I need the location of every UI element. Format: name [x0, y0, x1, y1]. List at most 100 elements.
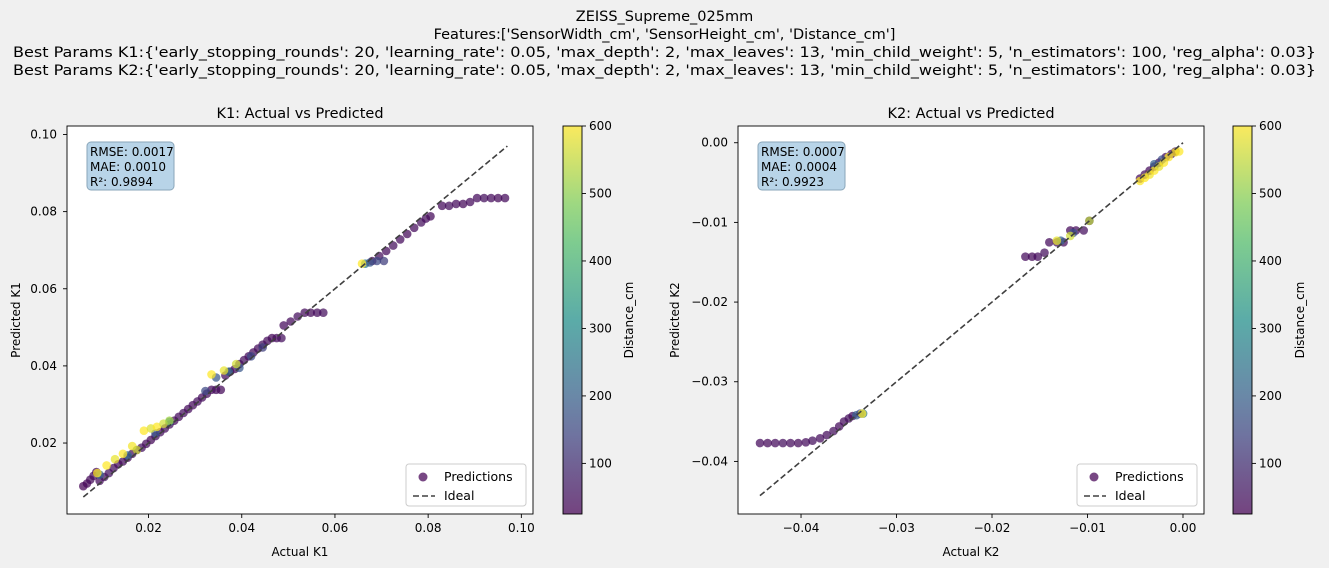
prediction-point	[451, 199, 461, 209]
prediction-point	[1052, 236, 1062, 245]
k1-panel: K1: Actual vs Predicted 0.02 0.04 0.06 0.08 0…	[9, 106, 636, 559]
prediction-point	[231, 359, 241, 369]
ideal-line	[759, 142, 1184, 497]
prediction-point	[365, 258, 375, 267]
suptitle-line-2: Features:['SensorWidth_cm', 'SensorHeigh…	[434, 27, 896, 43]
x-axis-label: Actual K1	[272, 545, 329, 559]
x-tick-label: 0.08	[415, 521, 442, 535]
colorbar-tick-label: 600	[589, 119, 612, 133]
prediction-point	[1045, 238, 1054, 247]
prediction-point	[118, 449, 128, 459]
prediction-point	[479, 193, 489, 203]
y-axis-label: Predicted K2	[668, 282, 682, 358]
prediction-point	[165, 416, 174, 426]
prediction-point	[372, 256, 382, 266]
y-tick-label: 0.02	[30, 436, 57, 450]
y-tick-label: 0.08	[30, 205, 57, 219]
prediction-point	[486, 193, 496, 203]
prediction-point	[770, 438, 780, 448]
colorbar-tick-label: 400	[589, 254, 612, 268]
legend-frame	[405, 463, 527, 507]
x-tick-label: 0.02	[135, 521, 162, 535]
x-tick-label: 0.06	[322, 521, 349, 535]
colorbar-tick-label: 100	[589, 456, 612, 470]
prediction-point	[279, 321, 289, 330]
suptitle: ZEISS_Supreme_025mm Features:['SensorWid…	[13, 9, 1316, 79]
k2-panel: K2: Actual vs Predicted −0.04 −0.03 −0.02 −0…	[668, 106, 1307, 559]
prediction-point	[815, 434, 825, 443]
x-axis-label: Actual K2	[943, 545, 1000, 559]
prediction-point	[493, 193, 503, 203]
suptitle-line-4: Best Params K2:{'early_stopping_rounds':…	[13, 63, 1316, 79]
y-tick-label: 0.00	[701, 136, 728, 150]
prediction-point	[829, 426, 838, 436]
stats-line: RMSE: 0.0017	[90, 145, 174, 159]
colorbar-label: Distance_cm	[1293, 282, 1307, 359]
legend: Predictions Ideal	[405, 463, 527, 507]
y-tick-label: −0.03	[691, 375, 728, 389]
axes-frame	[737, 125, 1205, 515]
x-tick-label: 0.04	[228, 521, 255, 535]
prediction-point	[207, 370, 216, 379]
prediction-point	[379, 256, 389, 266]
colorbar-tick-label: 600	[1259, 119, 1282, 133]
colorbar-tick-label: 200	[589, 389, 612, 403]
x-tick-label: 0.10	[508, 521, 535, 535]
prediction-point	[93, 468, 102, 478]
y-tick-label: −0.04	[691, 454, 728, 468]
legend-label-ideal: Ideal	[1115, 488, 1145, 503]
x-tick-label: −0.02	[974, 521, 1011, 535]
prediction-point	[801, 438, 811, 447]
prediction-point	[201, 386, 210, 396]
y-tick-label: 0.06	[30, 282, 57, 296]
prediction-point	[1021, 252, 1030, 261]
prediction-point	[110, 454, 120, 464]
prediction-point	[1033, 252, 1043, 261]
prediction-point	[357, 259, 367, 269]
colorbar	[562, 125, 583, 515]
ideal-line	[82, 145, 508, 498]
y-tick-label: 0.10	[30, 127, 57, 141]
prediction-point	[778, 438, 788, 448]
prediction-point	[132, 445, 142, 455]
prediction-point	[472, 193, 482, 203]
legend-marker-predictions	[418, 472, 428, 482]
prediction-point	[402, 229, 412, 239]
colorbar-tick-label: 500	[1259, 186, 1282, 200]
colorbar-tick-label: 200	[1259, 389, 1282, 403]
prediction-point	[465, 197, 475, 207]
prediction-point	[1164, 152, 1173, 162]
prediction-point	[152, 422, 162, 432]
x-tick-label: −0.04	[783, 521, 820, 535]
prediction-point	[763, 438, 772, 448]
prediction-point	[437, 201, 447, 211]
prediction-point	[102, 461, 111, 470]
colorbar-tick-label: 300	[1259, 321, 1282, 335]
suptitle-line-3: Best Params K1:{'early_stopping_rounds':…	[13, 45, 1316, 61]
stats-line: RMSE: 0.0007	[761, 145, 845, 159]
prediction-point	[444, 201, 454, 211]
prediction-point	[286, 317, 296, 326]
prediction-point	[246, 352, 256, 361]
colorbar	[1232, 125, 1253, 515]
suptitle-line-1: ZEISS_Supreme_025mm	[576, 9, 753, 25]
axes-frame	[66, 125, 534, 515]
legend: Predictions Ideal	[1076, 463, 1198, 507]
legend-marker-predictions	[1089, 472, 1099, 482]
stats-box-background	[757, 141, 846, 191]
stats-line: MAE: 0.0004	[761, 160, 837, 174]
prediction-point	[1040, 248, 1049, 257]
prediction-point	[277, 333, 286, 343]
colorbar-label: Distance_cm	[622, 282, 636, 359]
prediction-point	[219, 366, 229, 375]
stats-line: R²: 0.9894	[90, 175, 153, 189]
prediction-point	[755, 438, 765, 448]
prediction-point	[808, 436, 817, 446]
prediction-point	[458, 199, 468, 209]
y-axis-label: Predicted K1	[9, 282, 23, 358]
legend-frame	[1076, 463, 1198, 507]
prediction-point	[319, 308, 328, 318]
prediction-point	[139, 426, 149, 436]
